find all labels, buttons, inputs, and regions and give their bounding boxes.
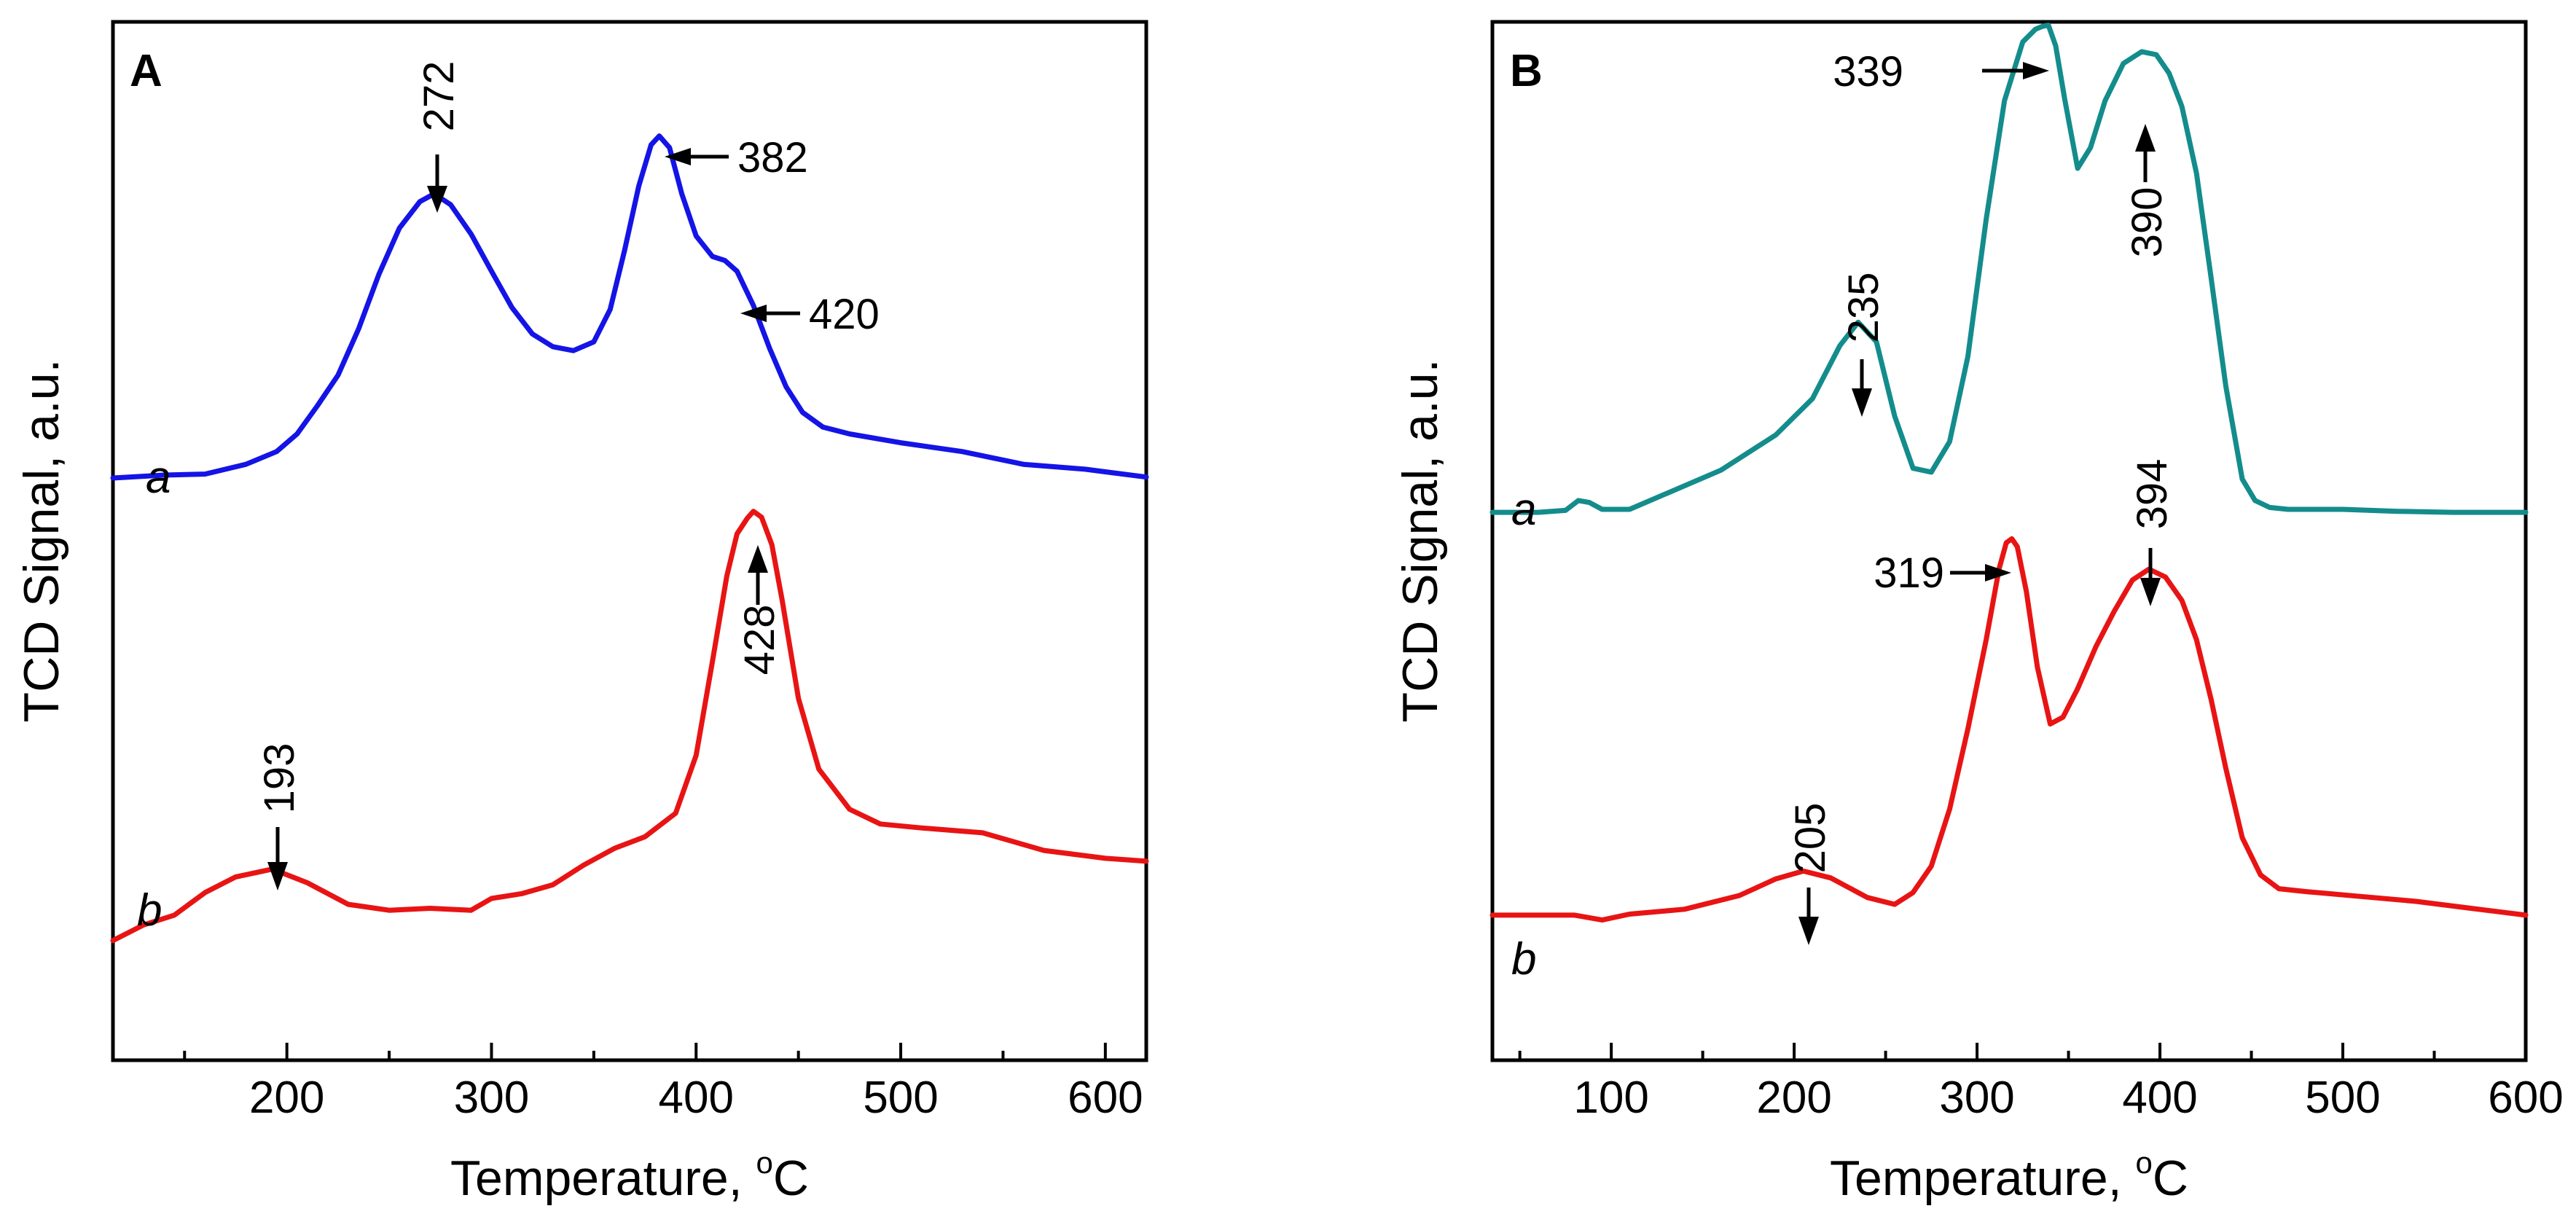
- panel-a-series-b-line: [110, 509, 1149, 944]
- panel-b-series: [1489, 23, 2529, 923]
- panel-b-x-axis-title-unit: C: [2153, 1151, 2188, 1206]
- panel-b-peak-235: 235: [1840, 273, 1887, 417]
- panel-a-label: A: [130, 46, 163, 96]
- panel-b-y-axis-title: TCD Signal, a.u.: [1393, 359, 1448, 723]
- panel-b-peak-205-arrow-head: [1798, 917, 1819, 945]
- panel-a-peak-272-label: 272: [415, 61, 463, 132]
- panel-a-frame: [111, 20, 1148, 1062]
- panel-b-curve-label-b: b: [1511, 934, 1536, 984]
- panel-b-frame: [1490, 20, 2528, 1062]
- panel-b-peak-205-label: 205: [1787, 803, 1834, 874]
- panel-b-x-tick-label: 400: [2122, 1073, 2197, 1123]
- panel-b-peak-390: 390: [2123, 124, 2171, 257]
- panel-a-series-a-line: [110, 133, 1149, 481]
- panel-a-peak-428-label: 428: [736, 605, 783, 675]
- panel-b-x-tick-label: 500: [2305, 1073, 2380, 1123]
- panel-a-x-tick-label: 500: [863, 1073, 938, 1123]
- panel-a-series: [110, 133, 1149, 944]
- panel-b-curve-label-a: a: [1511, 485, 1536, 535]
- panel-b-peak-390-arrow-head: [2135, 124, 2156, 152]
- panel-a-peak-420-arrow-head: [740, 305, 767, 322]
- panel-b-peak-394: 394: [2129, 459, 2176, 606]
- panel-b-x-tick-label: 300: [1939, 1073, 2014, 1123]
- panel-b-peak-339-arrow-head: [2023, 62, 2049, 79]
- panel-a-x-tick-label: 300: [454, 1073, 529, 1123]
- panel-b-peak-235-arrow-head: [1852, 388, 1872, 417]
- panel-b-peak-394-arrow-head: [2140, 578, 2161, 606]
- panel-a-x-tick-label: 400: [659, 1073, 734, 1123]
- panel-a-x-axis-title-main: Temperature,: [450, 1151, 756, 1206]
- panel-a-curve-label-a: a: [146, 453, 171, 503]
- panel-a-peak-193-label: 193: [256, 743, 303, 814]
- panel-b: B TCD Signal, a.u. Temperature, oC 100 20…: [1393, 20, 2564, 1206]
- panel-b-peak-339: 339: [1833, 48, 2049, 95]
- panel-a-peak-272-arrow-head: [427, 186, 447, 213]
- panel-b-x-tick-label: 100: [1573, 1073, 1648, 1123]
- panel-b-peak-390-label: 390: [2123, 187, 2171, 258]
- panel-a-peak-420-label: 420: [809, 291, 880, 338]
- panel-a-x-axis-title: Temperature, oC: [450, 1145, 809, 1206]
- panel-b-peak-319-arrow-head: [1985, 564, 2011, 581]
- panel-b-label: B: [1510, 46, 1543, 96]
- panel-a: A TCD Signal, a.u. Temperature, oC 200 30…: [14, 20, 1149, 1206]
- panel-b-series-b-line: [1489, 536, 2529, 923]
- panel-a-peak-428: 428: [736, 545, 783, 675]
- panel-b-peak-319: 319: [1874, 549, 2011, 597]
- panel-b-peak-319-label: 319: [1874, 549, 1944, 597]
- panel-a-curve-label-b: b: [137, 885, 162, 936]
- panel-b-series-a-line: [1489, 23, 2529, 515]
- panel-a-peak-420: 420: [740, 291, 880, 338]
- panel-b-x-axis-title: Temperature, oC: [1830, 1145, 2188, 1206]
- panel-b-peak-235-label: 235: [1840, 273, 1887, 343]
- panel-a-x-ticks: 200 300 400 500 600: [183, 1043, 1143, 1123]
- panel-a-peak-382-arrow-head: [665, 148, 691, 165]
- panel-a-x-tick-label: 600: [1068, 1073, 1143, 1123]
- panel-b-peak-394-label: 394: [2129, 459, 2176, 530]
- panel-b-x-axis-title-degree: o: [2136, 1145, 2153, 1180]
- panel-b-x-axis-title-main: Temperature,: [1830, 1151, 2136, 1206]
- panel-a-x-axis-title-unit: C: [773, 1151, 809, 1206]
- panel-a-x-tick-label: 200: [249, 1073, 324, 1123]
- panel-a-x-axis-title-degree: o: [756, 1145, 773, 1180]
- panel-a-peak-428-arrow-head: [748, 545, 768, 573]
- panel-b-x-tick-label: 600: [2488, 1073, 2563, 1123]
- panel-b-x-ticks: 100 200 300 400 500 600: [1518, 1043, 2564, 1123]
- panel-a-peak-382-label: 382: [737, 134, 808, 181]
- panel-b-x-tick-label: 200: [1756, 1073, 1831, 1123]
- panel-b-peak-339-label: 339: [1833, 48, 1903, 95]
- panel-b-peak-205: 205: [1787, 803, 1834, 945]
- panel-a-peak-193-arrow-head: [267, 862, 288, 890]
- panel-a-peak-193: 193: [256, 743, 303, 890]
- panel-a-peak-272: 272: [415, 61, 463, 213]
- panel-a-peak-382: 382: [665, 134, 808, 181]
- panel-a-y-axis-title: TCD Signal, a.u.: [14, 359, 69, 723]
